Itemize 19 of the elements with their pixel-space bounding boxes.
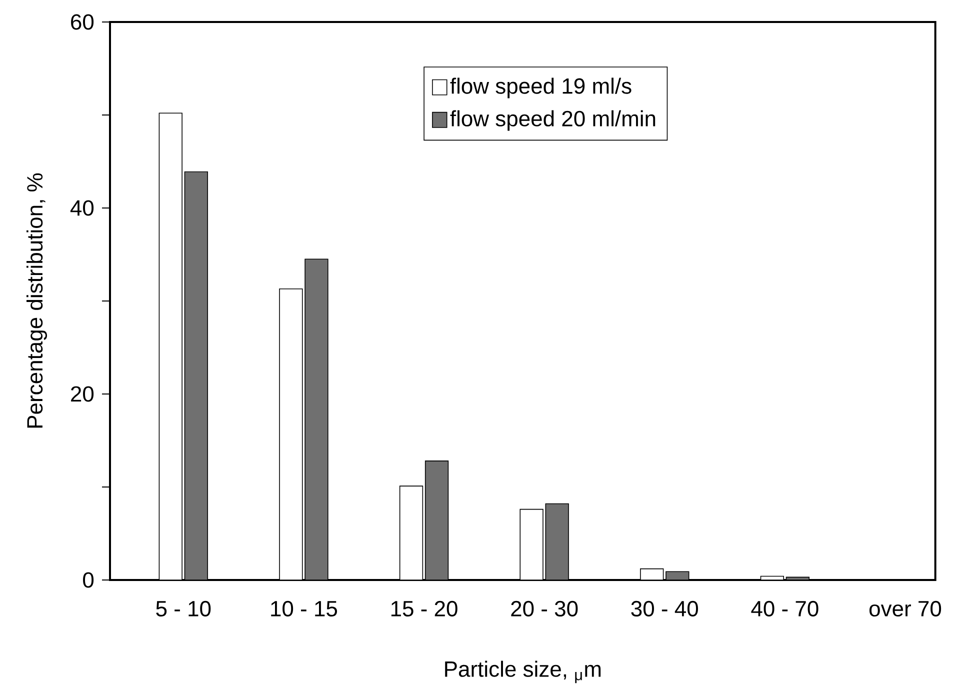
y-axis-title: Percentage distribution, % [26, 173, 47, 428]
legend-label: flow speed 20 ml/min [450, 110, 656, 131]
x-axis-title: Particle size, $_{μ}$m [445, 660, 601, 684]
x-tick-label: 20 - 30 [511, 600, 578, 616]
bar [184, 171, 208, 580]
bar [545, 503, 569, 580]
legend-label: flow speed 19 ml/s [450, 78, 632, 98]
y-tick-label: 40 [70, 200, 94, 216]
y-tick-label: 60 [71, 14, 94, 30]
x-tick-label: 40 - 70 [751, 600, 818, 616]
x-tick-label: 30 - 40 [631, 600, 698, 616]
bar [424, 460, 449, 580]
y-tick-label: 20 [71, 386, 94, 402]
x-tick-label: over 70 [869, 600, 942, 616]
x-tick-label: 5 - 10 [156, 600, 211, 616]
x-tick-label: 10 - 15 [271, 600, 337, 616]
x-tick-label: 15 - 20 [391, 600, 458, 616]
y-tick-label: 0 [83, 572, 94, 588]
bar [304, 258, 328, 580]
